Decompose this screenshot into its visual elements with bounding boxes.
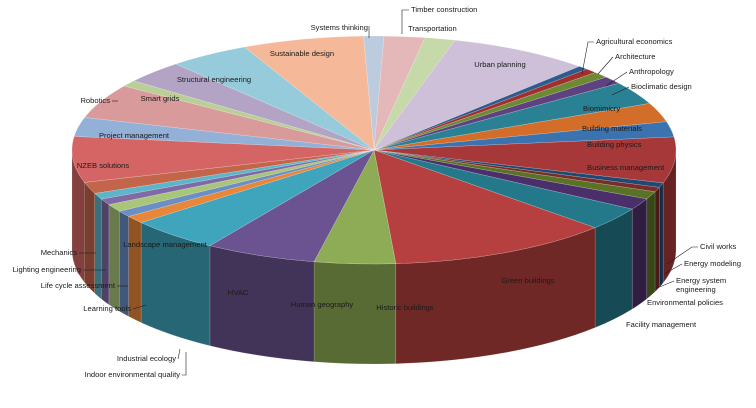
slice-landscape-management bbox=[71, 136, 375, 183]
slice-label-life-cycle-assessment: Life cycle assessment bbox=[41, 281, 116, 290]
slice-energy-modeling bbox=[373, 149, 660, 193]
leader-lines bbox=[79, 9, 698, 376]
slice-label-human-geography: Human geography bbox=[291, 300, 354, 309]
slice-human-geography bbox=[209, 149, 375, 262]
leader-line-indoor-environmental-quality bbox=[182, 352, 187, 376]
slice-label-biomimicry: Biomimicry bbox=[583, 104, 620, 113]
slice-biomimicry bbox=[373, 82, 651, 151]
slice-label-nzeb-solutions: NZEB solutions bbox=[77, 161, 130, 170]
slice-project-management bbox=[84, 85, 375, 151]
slice-urban-planning bbox=[373, 39, 581, 151]
slice-energy-system-engineering bbox=[373, 149, 656, 200]
slice-label-lighting-engineering: Lighting engineering bbox=[13, 265, 81, 274]
slice-robotics bbox=[123, 80, 375, 151]
slice-indoor-environmental-quality bbox=[127, 149, 375, 223]
slice-side-historic-buildings bbox=[313, 261, 397, 365]
slice-side-environmental-policies bbox=[631, 198, 648, 310]
slice-smart-grids bbox=[133, 63, 375, 151]
slice-label-sustainable-design: Sustainable design bbox=[270, 49, 334, 58]
slice-mechanics bbox=[84, 149, 375, 194]
slice-green-buildings bbox=[373, 149, 596, 264]
slice-labels: Systems thinking Timber construction Trans… bbox=[13, 5, 741, 379]
leader-line-civil-works bbox=[666, 246, 698, 265]
slice-side-learning-tools bbox=[108, 204, 120, 312]
slice-label-urban-planning: Urban planning bbox=[474, 60, 526, 69]
slice-label-architecture: Architecture bbox=[615, 52, 656, 61]
slice-label-agricultural-economics: Agricultural economics bbox=[596, 37, 673, 46]
slice-side-energy-system-engineering bbox=[646, 191, 656, 300]
slice-label-indoor-environmental-quality: Indoor environmental quality bbox=[85, 370, 181, 379]
leader-line-agricultural-economics bbox=[581, 41, 594, 75]
slice-business-management bbox=[373, 136, 677, 184]
slice-label-hvac: HVAC bbox=[228, 288, 249, 297]
slice-label-structural-engineering: Structural engineering bbox=[177, 75, 251, 84]
slice-environmental-policies bbox=[373, 149, 648, 210]
slice-sustainable-design bbox=[243, 35, 375, 151]
slice-civil-works bbox=[373, 149, 664, 188]
slice-building-physics bbox=[373, 121, 675, 151]
slice-bioclimatic-design bbox=[373, 76, 620, 151]
slice-label-historic-buildings: Historic buildings bbox=[376, 303, 434, 312]
slice-label-smart-grids: Smart grids bbox=[141, 94, 180, 103]
slice-label-green-buildings: Green buildings bbox=[501, 276, 554, 285]
leader-line-industrial-ecology bbox=[177, 348, 181, 360]
slice-timber-construction bbox=[373, 35, 426, 151]
slice-building-materials bbox=[373, 103, 667, 151]
slice-learning-tools bbox=[108, 149, 375, 212]
slice-label-business-management: Business management bbox=[587, 163, 665, 172]
slice-label-building-materials: Building materials bbox=[582, 124, 642, 133]
leader-line-energy-system-engineering bbox=[656, 280, 675, 289]
slice-label-transportation: Transportation bbox=[408, 24, 457, 33]
slice-label-civil-works: Civil works bbox=[700, 242, 736, 251]
slice-label-industrial-ecology: Industrial ecology bbox=[117, 354, 176, 363]
pie-slices bbox=[71, 35, 677, 265]
leader-line-bioclimatic-design bbox=[611, 86, 630, 96]
slice-label-building-physics: Building physics bbox=[587, 140, 642, 149]
slice-label-facility-management: Facility management bbox=[626, 320, 697, 329]
slice-historic-buildings bbox=[313, 149, 397, 265]
slice-label-landscape-management: Landscape management bbox=[123, 240, 207, 249]
leader-line-architecture bbox=[597, 56, 614, 75]
slice-label-energy-modeling: Energy modeling bbox=[684, 259, 741, 268]
leader-line-energy-modeling bbox=[663, 263, 683, 275]
slice-label-learning-tools: Learning tools bbox=[83, 304, 131, 313]
slice-industrial-ecology bbox=[118, 149, 375, 217]
slice-life-cycle-assessment bbox=[100, 149, 375, 205]
slice-lighting-engineering bbox=[94, 149, 375, 200]
slice-label-anthropology: Anthropology bbox=[629, 67, 674, 76]
slice-label-systems-thinking: Systems thinking bbox=[311, 23, 368, 32]
pie-sides bbox=[71, 149, 677, 365]
slice-systems-thinking bbox=[363, 35, 385, 151]
slice-nzeb-solutions bbox=[73, 117, 375, 151]
slice-label-environmental-policies: Environmental policies bbox=[647, 298, 723, 307]
leader-line-learning-tools bbox=[132, 304, 147, 310]
slice-hvac bbox=[140, 149, 375, 246]
slice-side-facility-management bbox=[594, 208, 633, 329]
slice-side-mechanics bbox=[84, 181, 95, 294]
slice-anthropology bbox=[373, 72, 607, 151]
slice-label-mechanics: Mechanics bbox=[41, 248, 77, 257]
slice-facility-management bbox=[373, 149, 633, 228]
leader-line-timber-construction bbox=[401, 9, 409, 34]
slice-transportation bbox=[373, 37, 456, 151]
slice-side-civil-works bbox=[659, 182, 664, 289]
slice-label-timber-construction: Timber construction bbox=[411, 5, 477, 14]
slice-side-industrial-ecology bbox=[119, 210, 129, 317]
slice-label-project-management: Project management bbox=[99, 131, 170, 140]
slice-architecture bbox=[373, 68, 597, 151]
slice-label-energy-system-engineering: Energy system engineering bbox=[676, 276, 726, 294]
slice-side-energy-modeling bbox=[654, 186, 660, 293]
leader-line-anthropology bbox=[605, 71, 628, 87]
slice-structural-engineering bbox=[175, 46, 375, 151]
slice-label-robotics: Robotics bbox=[80, 96, 110, 105]
slice-label-bioclimatic-design: Bioclimatic design bbox=[631, 82, 692, 91]
